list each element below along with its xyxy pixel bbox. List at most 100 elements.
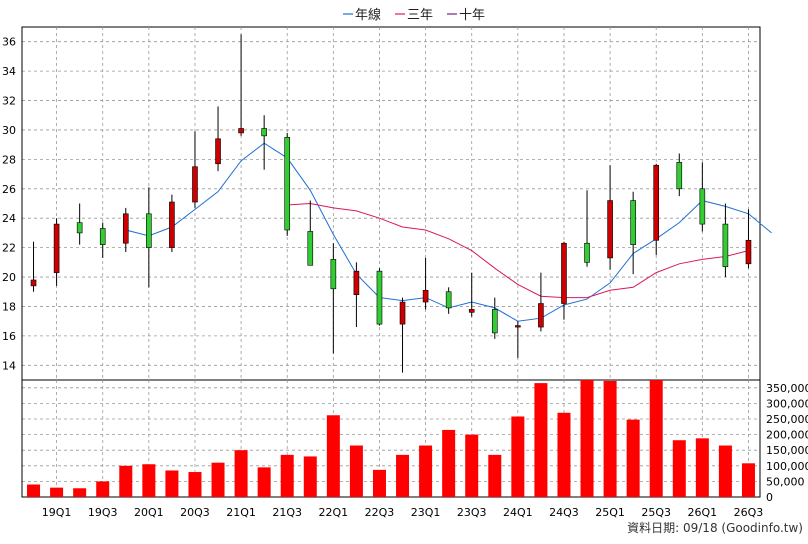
legend-label-1: 三年: [407, 8, 433, 23]
candle-body: [422, 289, 429, 303]
volume-bar: [188, 472, 202, 497]
candle-body: [376, 270, 383, 325]
ma-line-1: [287, 202, 749, 299]
volume-tick-label: 200,000: [766, 429, 808, 442]
x-tick-label: 24Q1: [503, 506, 533, 519]
candle: [745, 209, 752, 269]
price-tick-label: 34: [2, 65, 16, 78]
volume-bar: [234, 450, 248, 497]
volume-bar: [73, 488, 87, 497]
candle-body: [169, 201, 175, 248]
candle: [99, 222, 106, 258]
x-tick-label: 25Q3: [641, 506, 671, 519]
x-tick-label: 19Q3: [88, 506, 118, 519]
candle-body: [515, 325, 521, 328]
volume-bars: [27, 380, 755, 497]
volume-bar: [626, 419, 640, 497]
candle: [722, 203, 729, 278]
candle: [607, 165, 613, 270]
candle-body: [468, 309, 475, 313]
volume-grid: [21, 379, 761, 498]
candle: [146, 187, 152, 288]
candle: [561, 241, 567, 320]
volume-bar: [396, 454, 410, 497]
volume-tick-label: 0: [766, 491, 773, 504]
candle: [445, 287, 452, 314]
volume-bar: [741, 463, 755, 497]
x-tick-label: 20Q3: [180, 506, 210, 519]
price-tick-label: 20: [2, 271, 16, 284]
x-tick-label: 22Q1: [319, 506, 349, 519]
candle: [169, 194, 175, 253]
volume-bar: [96, 481, 110, 497]
candles: [30, 34, 752, 373]
volume-bar: [280, 454, 294, 497]
candle: [192, 131, 198, 208]
candle: [468, 272, 475, 317]
candle-body: [491, 309, 498, 334]
candle-body: [30, 279, 37, 287]
x-tick-label: 26Q3: [734, 506, 764, 519]
price-tick-label: 36: [2, 36, 16, 49]
legend-label-2: 十年: [459, 8, 485, 23]
candle-body: [307, 231, 314, 266]
x-axis: 19Q1 19Q3 20Q1 20Q3 21Q1 21Q3 22Q1 22Q3 23Q1 23Q3…: [42, 506, 764, 519]
price-tick-label: 22: [2, 242, 16, 255]
price-tick-label: 14: [2, 359, 16, 372]
candle: [122, 207, 129, 253]
x-tick-label: 22Q3: [365, 506, 395, 519]
candle: [76, 203, 83, 245]
x-tick-label: 25Q1: [595, 506, 625, 519]
candle-body: [238, 128, 244, 134]
candle-body: [676, 162, 683, 190]
price-tick-label: 26: [2, 183, 16, 196]
volume-bar: [326, 415, 340, 497]
volume-tick-label: 150,000: [766, 444, 808, 457]
volume-bar: [534, 383, 548, 497]
volume-bar: [27, 484, 41, 497]
volume-bar: [50, 487, 64, 497]
candle-body: [215, 138, 221, 165]
candle-body: [745, 239, 752, 265]
candle: [630, 191, 636, 275]
volume-bar: [442, 429, 456, 497]
volume-bar: [465, 434, 479, 497]
candle-body: [261, 128, 267, 137]
price-axis: 14 16 18 20 22 24 26 28 30 32 34 36: [2, 36, 16, 373]
candle-body: [699, 188, 706, 225]
x-tick-label: 26Q1: [688, 506, 718, 519]
price-tick-label: 28: [2, 153, 16, 166]
volume-bar: [372, 469, 386, 497]
candle: [30, 241, 37, 292]
candle-body: [722, 223, 729, 268]
candle-body: [353, 270, 360, 295]
candle-body: [630, 200, 636, 245]
candle: [284, 132, 291, 236]
price-tick-label: 30: [2, 124, 16, 137]
candle: [584, 190, 590, 267]
source-footer: 資料日期: 09/18 (Goodinfo.tw): [627, 521, 803, 535]
candle: [307, 200, 314, 266]
volume-bar: [142, 464, 156, 497]
volume-bar: [649, 380, 663, 497]
legend-label-0: 年線: [355, 7, 381, 23]
price-grid: [21, 26, 761, 381]
candle-body: [122, 213, 129, 244]
candle: [491, 297, 498, 339]
volume-bar: [603, 380, 617, 497]
price-tick-label: 32: [2, 95, 16, 108]
legend: 年線 三年 十年: [343, 7, 485, 23]
candle: [215, 106, 221, 172]
candle-body: [99, 228, 106, 245]
volume-bar: [303, 456, 317, 497]
candle-body: [399, 301, 406, 325]
candle: [399, 297, 406, 373]
volume-tick-label: 100,000: [766, 460, 808, 473]
price-tick-label: 18: [2, 300, 16, 313]
volume-bar: [349, 445, 363, 497]
candle: [238, 34, 244, 136]
volume-bar: [511, 416, 525, 497]
volume-bar: [718, 445, 732, 497]
candle-body: [284, 137, 291, 231]
